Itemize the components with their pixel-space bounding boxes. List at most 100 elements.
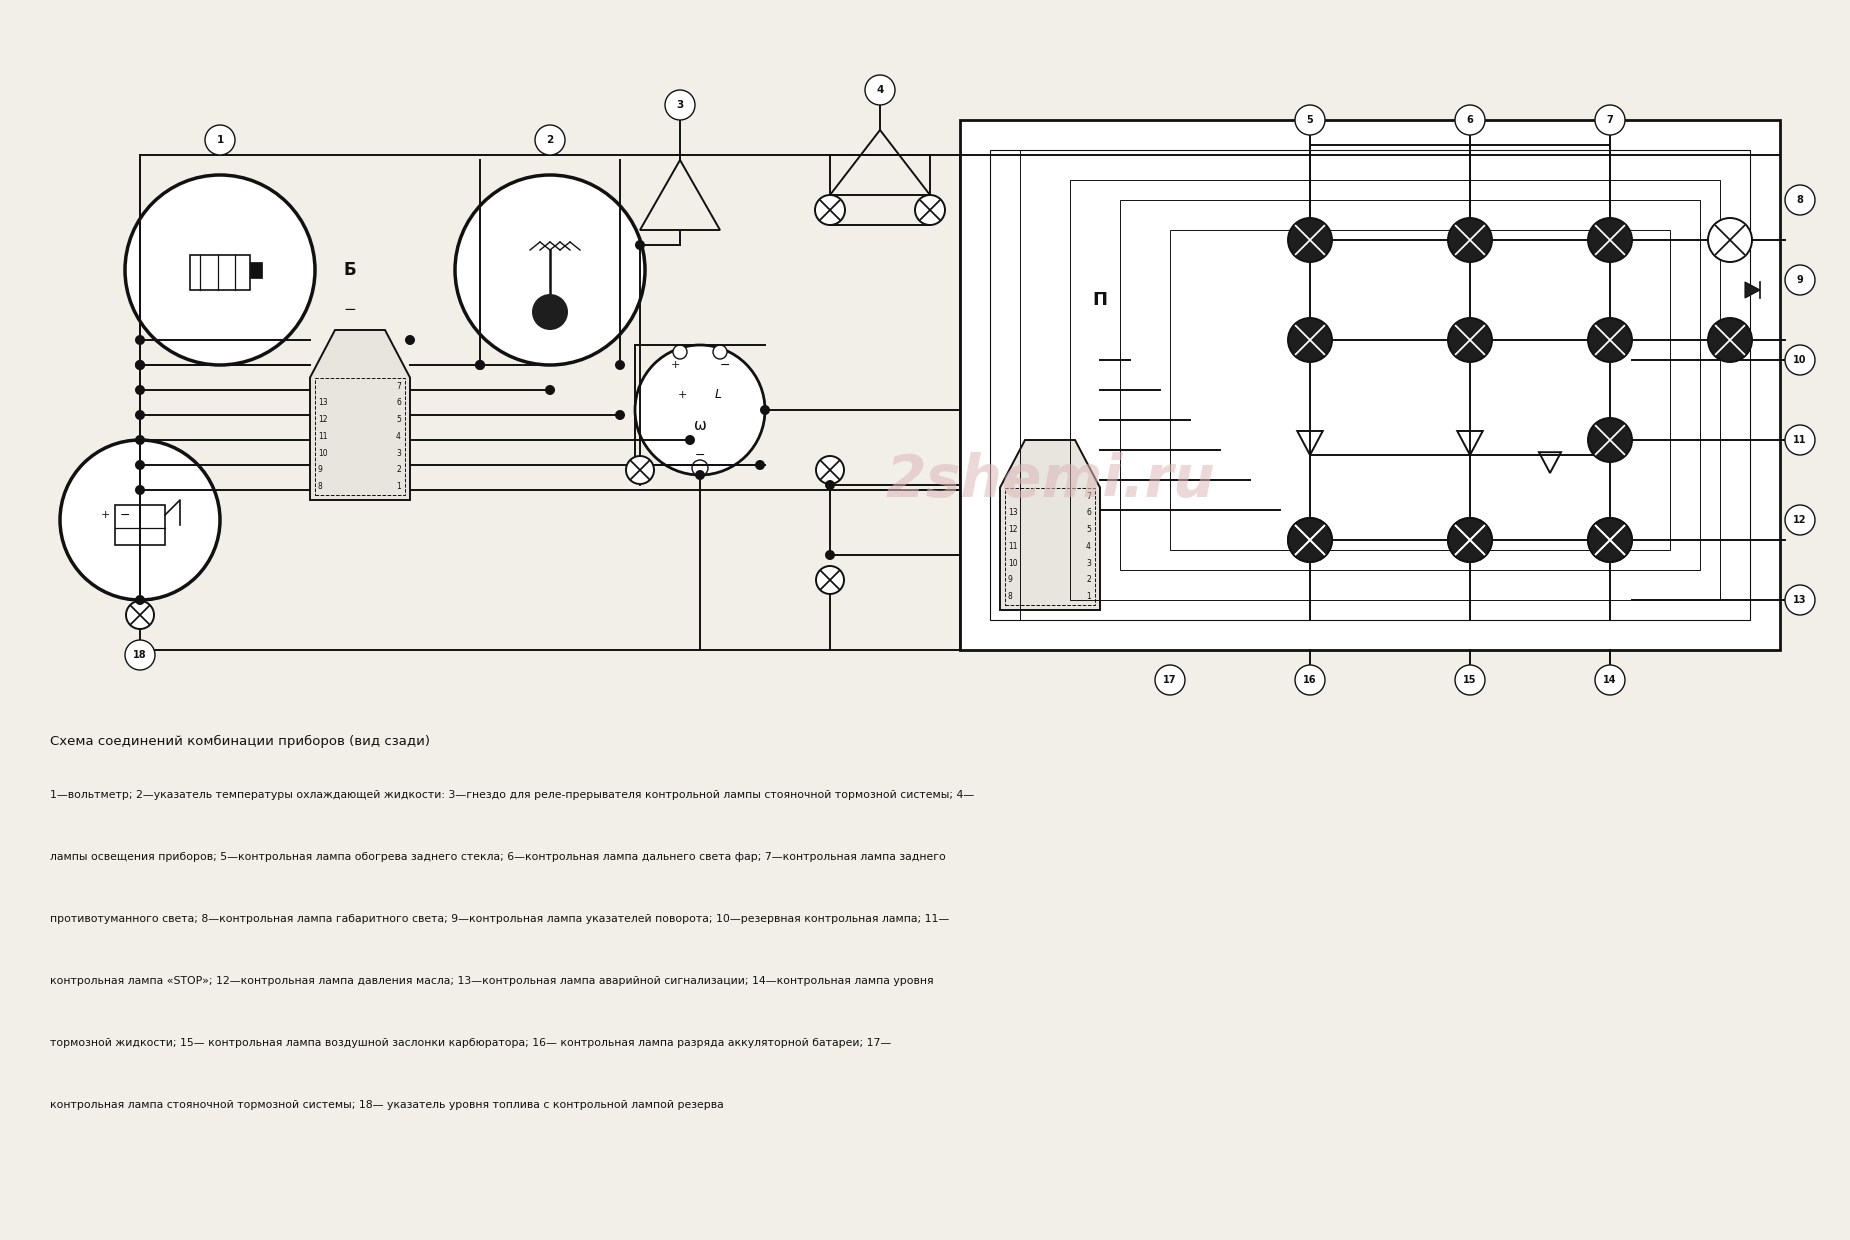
Circle shape: [135, 360, 144, 370]
Text: 6: 6: [1086, 508, 1092, 517]
Text: 13: 13: [318, 398, 327, 407]
Bar: [250, 262, 263, 278]
Circle shape: [1708, 317, 1752, 362]
Circle shape: [1295, 105, 1325, 135]
Circle shape: [135, 410, 144, 420]
Circle shape: [1785, 585, 1815, 615]
Text: 12: 12: [318, 415, 327, 424]
Text: 4: 4: [1086, 542, 1092, 551]
Text: −: −: [696, 449, 705, 461]
Circle shape: [1449, 317, 1491, 362]
Text: +: +: [670, 360, 679, 370]
Circle shape: [635, 241, 646, 250]
Circle shape: [1708, 218, 1752, 262]
Circle shape: [1595, 105, 1624, 135]
Circle shape: [135, 595, 144, 605]
Text: 2: 2: [1086, 575, 1092, 584]
Circle shape: [1449, 518, 1491, 562]
Text: 1—вольтметр; 2—указатель температуры охлаждающей жидкости: 3—гнездо для реле-пре: 1—вольтметр; 2—указатель температуры охл…: [50, 790, 975, 800]
Text: 3: 3: [677, 100, 684, 110]
Circle shape: [475, 360, 485, 370]
Bar: [115, 505, 165, 546]
Text: 11: 11: [318, 432, 327, 441]
Text: 13: 13: [1793, 595, 1807, 605]
Polygon shape: [1745, 281, 1759, 298]
Text: 7: 7: [396, 382, 401, 391]
Circle shape: [135, 460, 144, 470]
Circle shape: [614, 360, 625, 370]
Text: 10: 10: [318, 449, 327, 458]
Text: ω: ω: [694, 418, 707, 433]
Text: 3: 3: [396, 449, 401, 458]
Text: Б: Б: [344, 260, 357, 279]
Bar: [990, 150, 1750, 620]
Text: 9: 9: [1008, 575, 1014, 584]
Text: 4: 4: [396, 432, 401, 441]
Circle shape: [475, 360, 485, 370]
Circle shape: [755, 460, 766, 470]
Circle shape: [1587, 418, 1632, 463]
Circle shape: [866, 74, 895, 105]
Text: 12: 12: [1008, 525, 1018, 534]
Circle shape: [1449, 518, 1491, 562]
Circle shape: [1785, 185, 1815, 215]
Text: 7: 7: [1086, 491, 1092, 501]
Text: противотуманного света; 8—контрольная лампа габаритного света; 9—контрольная лам: противотуманного света; 8—контрольная ла…: [50, 914, 949, 924]
Text: Схема соединений комбинации приборов (вид сзади): Схема соединений комбинации приборов (ви…: [50, 735, 429, 748]
Circle shape: [825, 551, 834, 560]
Text: 12: 12: [1793, 515, 1807, 525]
Bar: [191, 255, 250, 290]
Circle shape: [205, 125, 235, 155]
Circle shape: [135, 335, 144, 345]
Circle shape: [760, 405, 770, 415]
Circle shape: [135, 384, 144, 396]
Text: 2: 2: [546, 135, 553, 145]
Text: 15: 15: [1463, 675, 1476, 684]
Text: 3: 3: [1086, 558, 1092, 568]
Circle shape: [673, 345, 686, 360]
Text: 9: 9: [318, 465, 324, 475]
Circle shape: [1449, 218, 1491, 262]
Text: 1: 1: [396, 482, 401, 491]
Text: 11: 11: [1793, 435, 1807, 445]
Circle shape: [1288, 317, 1332, 362]
Circle shape: [135, 360, 144, 370]
Circle shape: [816, 195, 845, 224]
Circle shape: [546, 384, 555, 396]
Text: −: −: [120, 508, 130, 522]
Text: 5: 5: [1306, 115, 1314, 125]
Text: 13: 13: [1008, 508, 1018, 517]
Circle shape: [1454, 105, 1486, 135]
Circle shape: [692, 460, 709, 476]
Text: 5: 5: [1086, 525, 1092, 534]
Circle shape: [135, 435, 144, 445]
Text: 14: 14: [1604, 675, 1617, 684]
Bar: [1019, 150, 1750, 620]
Bar: [314, 378, 405, 495]
Polygon shape: [1001, 440, 1101, 610]
Circle shape: [455, 175, 646, 365]
Bar: [1169, 229, 1671, 551]
Circle shape: [59, 440, 220, 600]
Text: 17: 17: [1164, 675, 1177, 684]
Text: −: −: [720, 358, 731, 372]
Circle shape: [1587, 317, 1632, 362]
Text: 6: 6: [1467, 115, 1473, 125]
Circle shape: [816, 565, 844, 594]
Circle shape: [135, 485, 144, 495]
Circle shape: [825, 480, 834, 490]
Circle shape: [696, 470, 705, 480]
Text: −: −: [344, 303, 357, 317]
Circle shape: [1454, 665, 1486, 694]
Circle shape: [1288, 218, 1332, 262]
Circle shape: [533, 294, 568, 330]
Circle shape: [1587, 218, 1632, 262]
Circle shape: [1587, 518, 1632, 562]
Circle shape: [1288, 518, 1332, 562]
Circle shape: [635, 345, 766, 475]
Text: 8: 8: [318, 482, 322, 491]
Text: 2shemi.ru: 2shemi.ru: [884, 451, 1215, 508]
Circle shape: [1288, 518, 1332, 562]
Bar: [1069, 180, 1720, 600]
Polygon shape: [311, 330, 411, 500]
